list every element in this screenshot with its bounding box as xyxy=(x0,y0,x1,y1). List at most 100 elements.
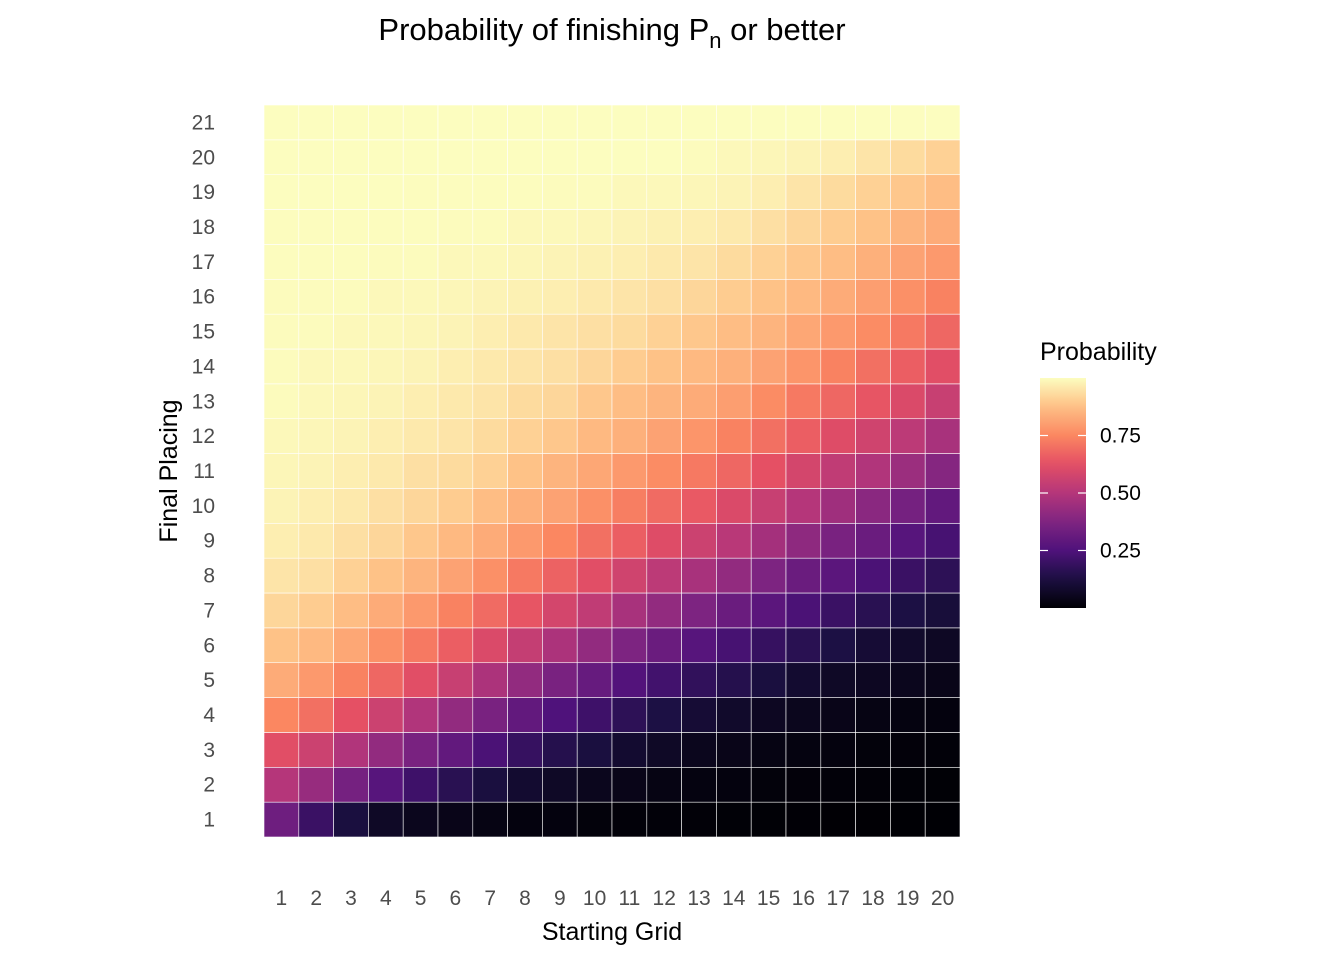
heatmap-cell xyxy=(576,662,613,698)
heatmap-cell xyxy=(855,383,891,420)
heatmap-cell xyxy=(402,244,439,280)
heatmap-cell xyxy=(333,139,369,176)
heatmap-cell xyxy=(750,662,787,698)
heatmap-cell xyxy=(750,697,787,733)
heatmap-cell xyxy=(611,557,648,594)
heatmap-cell xyxy=(402,174,439,210)
heatmap-cell xyxy=(855,139,891,176)
heatmap-cell xyxy=(507,174,543,210)
heatmap-cell xyxy=(785,557,822,594)
heatmap-cell xyxy=(472,557,508,594)
heatmap-cell xyxy=(646,627,682,664)
heatmap-cell xyxy=(368,592,404,629)
heatmap-cell xyxy=(820,766,856,803)
heatmap-cell xyxy=(368,453,404,489)
heatmap-cell xyxy=(855,104,891,141)
heatmap-cell xyxy=(646,732,682,768)
heatmap-cell xyxy=(646,348,682,385)
heatmap-cell xyxy=(368,627,404,664)
heatmap-cell xyxy=(716,209,752,245)
heatmap-cell xyxy=(820,627,856,664)
heatmap-cell xyxy=(681,278,717,315)
heatmap-cell xyxy=(368,488,404,524)
heatmap-cell xyxy=(263,244,300,280)
heatmap-cell xyxy=(611,348,648,385)
heatmap-cell xyxy=(855,697,891,733)
heatmap-cell xyxy=(750,174,787,210)
heatmap-cell xyxy=(611,174,648,210)
heatmap-cell xyxy=(507,313,543,350)
heatmap-cell xyxy=(263,488,300,524)
x-tick-label: 12 xyxy=(653,887,676,910)
heatmap-cell xyxy=(924,383,961,420)
y-tick-label: 19 xyxy=(192,181,215,204)
heatmap-cell xyxy=(368,801,404,838)
heatmap-cell xyxy=(263,453,300,489)
heatmap-cell xyxy=(298,732,334,768)
chart-title-tail: or better xyxy=(722,12,846,47)
heatmap-cell xyxy=(785,592,822,629)
heatmap-cell xyxy=(507,697,543,733)
y-tick-label: 21 xyxy=(192,111,215,134)
heatmap-cell xyxy=(576,592,613,629)
heatmap-cell xyxy=(298,662,334,698)
heatmap-cell xyxy=(750,383,787,420)
heatmap-cell xyxy=(611,104,648,141)
heatmap-cell xyxy=(855,766,891,803)
heatmap-cell xyxy=(646,488,682,524)
heatmap-cell xyxy=(298,592,334,629)
heatmap-cell xyxy=(402,104,439,141)
heatmap-cell xyxy=(611,453,648,489)
y-tick-label: 11 xyxy=(193,460,215,483)
heatmap-cell xyxy=(333,732,369,768)
heatmap-cell xyxy=(681,313,717,350)
x-tick-label: 15 xyxy=(757,887,780,910)
heatmap-cell xyxy=(507,418,543,454)
heatmap-cell xyxy=(298,348,334,385)
heatmap-cell xyxy=(298,488,334,524)
heatmap-cell xyxy=(298,209,334,245)
heatmap-cell xyxy=(820,244,856,280)
heatmap-cell xyxy=(855,627,891,664)
heatmap-cell xyxy=(576,139,613,176)
heatmap-cell xyxy=(890,313,926,350)
x-axis-title: Starting Grid xyxy=(542,918,682,946)
heatmap-cell xyxy=(855,209,891,245)
heatmap-cell xyxy=(611,209,648,245)
y-tick-label: 6 xyxy=(203,634,215,657)
y-tick-label: 5 xyxy=(203,669,215,692)
heatmap-cell xyxy=(646,557,682,594)
heatmap-cell xyxy=(924,697,961,733)
heatmap-cell xyxy=(716,174,752,210)
heatmap-cell xyxy=(716,348,752,385)
heatmap-cell xyxy=(402,488,439,524)
y-tick-label: 17 xyxy=(192,251,215,274)
heatmap-cell xyxy=(716,766,752,803)
heatmap-cell xyxy=(263,278,300,315)
heatmap-cell xyxy=(890,557,926,594)
heatmap-cell xyxy=(542,244,578,280)
heatmap-cell xyxy=(437,801,474,838)
heatmap-cell xyxy=(368,104,404,141)
heatmap-cell xyxy=(437,278,474,315)
legend: Probability 0.25 0.50 0.75 xyxy=(1040,338,1157,608)
heatmap-cell xyxy=(924,488,961,524)
y-axis-title: Final Placing xyxy=(155,399,183,542)
heatmap-cell xyxy=(437,174,474,210)
heatmap-cell xyxy=(681,627,717,664)
heatmap-cell xyxy=(611,662,648,698)
heatmap-cell xyxy=(855,453,891,489)
heatmap-cell xyxy=(924,592,961,629)
heatmap-cell xyxy=(890,801,926,838)
y-tick-label: 9 xyxy=(203,530,215,553)
heatmap-cell xyxy=(368,557,404,594)
heatmap-cell xyxy=(924,627,961,664)
heatmap-cell xyxy=(646,139,682,176)
heatmap-cell xyxy=(611,592,648,629)
heatmap-cell xyxy=(263,801,300,838)
heatmap-cell xyxy=(785,522,822,559)
heatmap-cell xyxy=(820,383,856,420)
heatmap-cell xyxy=(333,592,369,629)
